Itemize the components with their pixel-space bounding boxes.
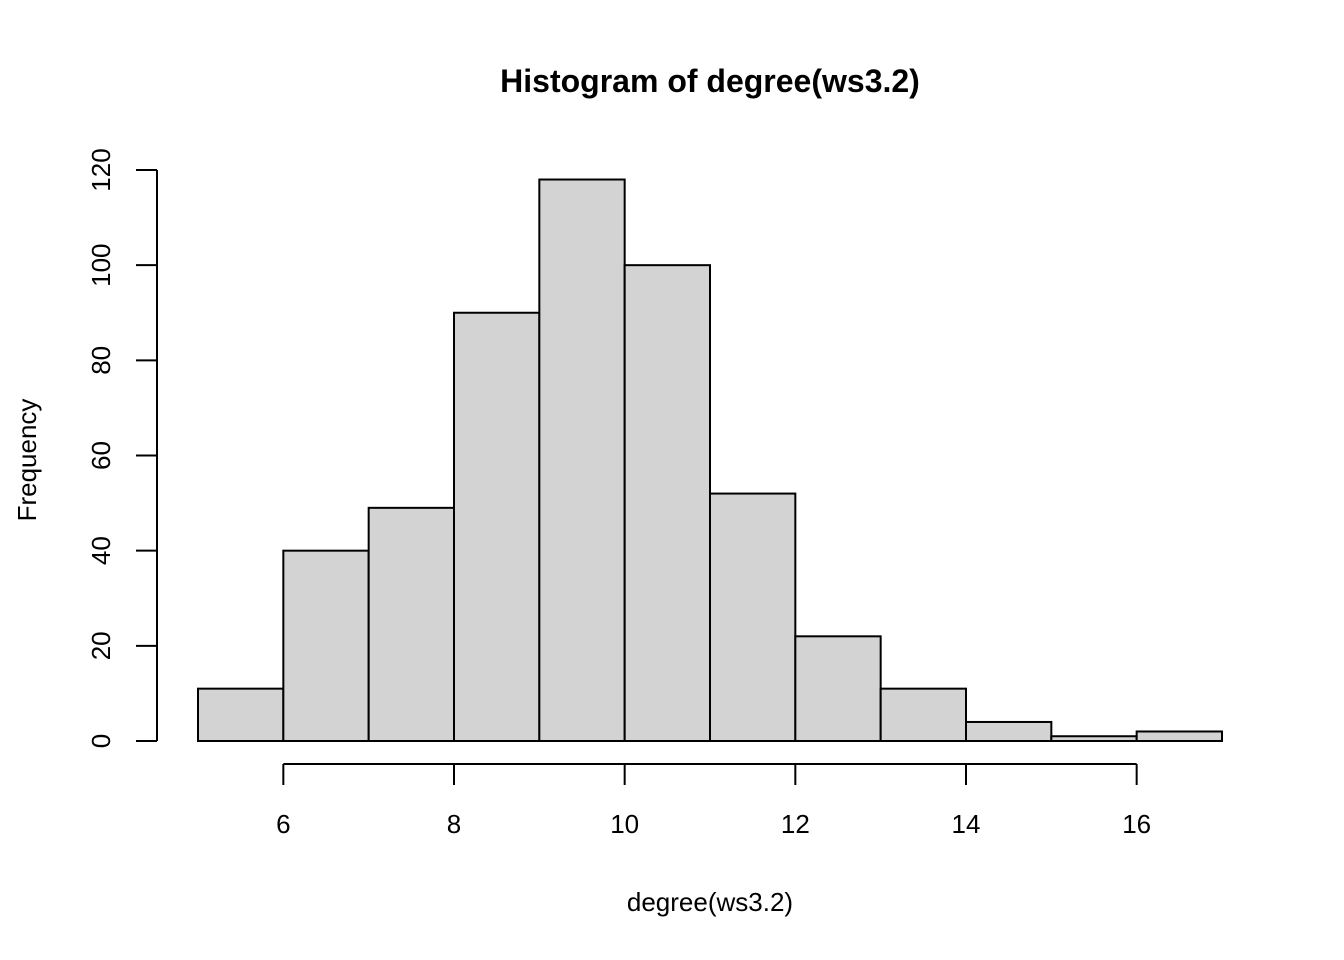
x-tick-label: 10	[610, 809, 639, 839]
y-tick-label: 40	[86, 536, 116, 565]
histogram-bar	[879, 687, 968, 742]
x-tick-label: 12	[781, 809, 810, 839]
x-axis: 6 8 10 12 14 16	[276, 763, 1151, 839]
histogram-bar	[282, 549, 370, 743]
chart-title: Histogram of degree(ws3.2)	[500, 63, 920, 99]
histogram-bar	[453, 311, 541, 742]
x-axis-title: degree(ws3.2)	[627, 887, 793, 917]
y-tick-label: 100	[86, 243, 116, 286]
x-tick-label: 6	[276, 809, 290, 839]
y-tick-label: 0	[86, 734, 116, 748]
histogram-bar	[794, 635, 882, 742]
y-tick-label: 20	[86, 631, 116, 660]
histogram-bar	[1050, 735, 1138, 742]
y-axis: 0 20 40 60 80 100 120	[86, 148, 158, 748]
x-tick-label: 16	[1122, 809, 1151, 839]
histogram-bar	[1135, 730, 1223, 743]
bars-group	[197, 178, 1223, 743]
y-tick-label: 60	[86, 441, 116, 470]
x-tick-label: 14	[952, 809, 981, 839]
histogram-bar	[965, 720, 1053, 743]
histogram-bar	[709, 492, 797, 743]
histogram-bar	[623, 264, 712, 742]
histogram-bar	[197, 687, 285, 742]
histogram-bar	[367, 506, 455, 743]
y-axis-title: Frequency	[12, 399, 42, 522]
histogram-bar	[538, 178, 626, 742]
y-tick-label: 80	[86, 346, 116, 375]
x-tick-label: 8	[447, 809, 461, 839]
y-tick-label: 120	[86, 148, 116, 191]
